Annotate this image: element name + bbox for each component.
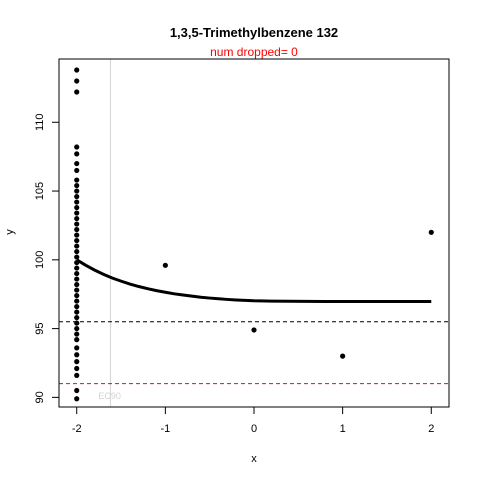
data-point <box>74 144 80 150</box>
data-point <box>74 226 80 233</box>
y-tick-label: 100 <box>34 251 46 269</box>
data-point <box>74 265 80 271</box>
data-point <box>74 292 80 299</box>
data-point <box>74 359 80 365</box>
data-point <box>74 387 80 394</box>
data-point <box>340 353 346 359</box>
data-point <box>74 151 80 157</box>
data-point <box>74 182 80 189</box>
x-tick-label: 0 <box>251 423 257 435</box>
data-point <box>74 188 80 194</box>
chart-title: 1,3,5-Trimethylbenzene 132 <box>170 25 338 40</box>
data-point <box>74 396 80 402</box>
data-point <box>74 160 80 167</box>
data-point <box>74 352 80 358</box>
data-point <box>74 243 80 249</box>
y-tick-label: 105 <box>34 182 46 200</box>
data-point <box>74 303 80 310</box>
y-tick-label: 90 <box>34 391 46 403</box>
y-axis-label: y <box>4 229 16 235</box>
x-axis-label: x <box>251 453 257 465</box>
data-point <box>74 281 80 288</box>
data-point <box>74 309 80 315</box>
chart-subtitle: num dropped= 0 <box>210 45 298 59</box>
data-point <box>74 215 80 222</box>
data-point <box>162 262 168 268</box>
data-point <box>74 232 80 238</box>
y-tick-label: 110 <box>34 113 46 131</box>
x-tick-label: 2 <box>428 423 434 435</box>
data-point <box>74 276 80 282</box>
x-tick-label: -1 <box>160 423 170 435</box>
data-point <box>74 372 80 378</box>
data-point <box>74 331 80 337</box>
data-point <box>74 298 80 304</box>
y-tick-label: 95 <box>34 322 46 334</box>
data-point <box>74 314 80 321</box>
data-point <box>74 237 80 244</box>
data-point <box>74 177 80 183</box>
data-point <box>74 78 80 84</box>
data-point <box>74 345 80 351</box>
data-point <box>74 320 80 326</box>
plot-area: EC90 -2 -1 0 1 2 90 95 100 105 110 <box>34 58 450 435</box>
ec90-label: EC90 <box>98 391 121 401</box>
data-point <box>74 221 80 227</box>
data-point <box>74 204 80 211</box>
data-point <box>74 199 80 205</box>
data-point <box>74 287 80 293</box>
data-point <box>74 337 80 343</box>
data-point <box>428 229 434 235</box>
data-point <box>74 325 80 332</box>
x-tick-label: -2 <box>72 423 82 435</box>
data-point <box>74 89 80 95</box>
data-point <box>74 210 80 216</box>
data-point <box>74 167 80 174</box>
data-point <box>251 327 257 333</box>
data-point <box>74 67 80 73</box>
data-point <box>74 259 80 266</box>
data-point <box>74 248 80 255</box>
data-point <box>74 193 80 200</box>
data-point <box>74 254 80 260</box>
fit-curve <box>75 258 432 303</box>
data-point <box>74 365 80 372</box>
plot-frame <box>58 58 450 408</box>
x-tick-label: 1 <box>340 423 346 435</box>
data-point <box>74 270 80 277</box>
